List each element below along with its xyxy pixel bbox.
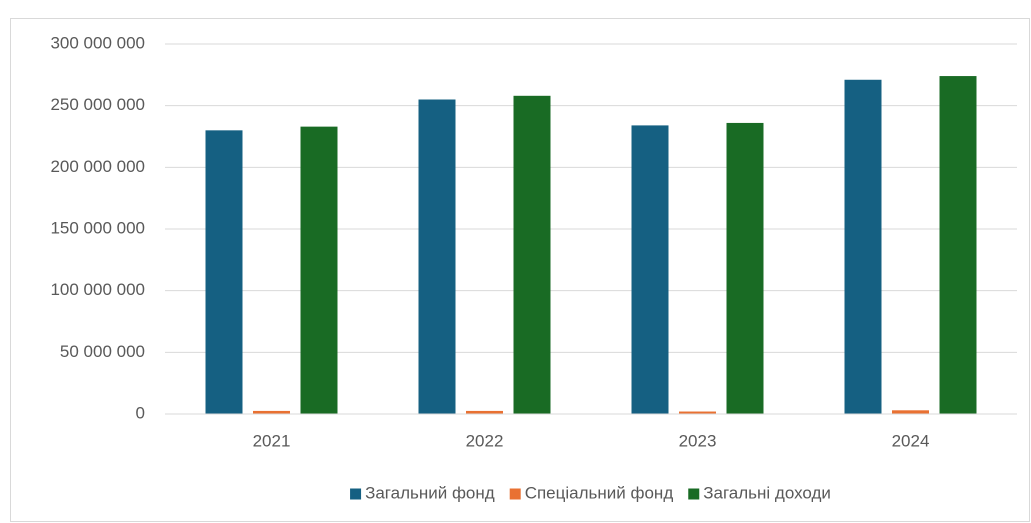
bar (892, 410, 929, 414)
legend-label: Загальні доходи (703, 483, 831, 502)
bar (253, 410, 290, 414)
bar (466, 410, 503, 414)
x-tick-label: 2021 (253, 431, 291, 450)
bar (679, 411, 716, 414)
bar (418, 99, 456, 414)
legend-label: Спеціальний фонд (525, 483, 674, 502)
bar (844, 79, 882, 415)
y-tick-label: 300 000 000 (50, 33, 145, 52)
y-tick-label: 0 (136, 403, 145, 422)
x-tick-label: 2022 (466, 431, 504, 450)
bar (939, 76, 977, 415)
x-tick-label: 2024 (892, 431, 930, 450)
legend-label: Загальний фонд (365, 483, 495, 502)
x-tick-label: 2023 (679, 431, 717, 450)
bar (205, 130, 243, 415)
bar (300, 126, 338, 414)
bar (726, 122, 764, 414)
legend-swatch (350, 488, 362, 500)
legend-swatch (688, 488, 700, 500)
y-tick-label: 250 000 000 (50, 95, 145, 114)
bar (513, 95, 551, 415)
y-tick-label: 100 000 000 (50, 280, 145, 299)
legend-swatch (509, 488, 521, 500)
y-tick-label: 150 000 000 (50, 218, 145, 237)
y-tick-label: 200 000 000 (50, 157, 145, 176)
y-tick-label: 50 000 000 (60, 342, 145, 361)
bar (631, 125, 669, 415)
